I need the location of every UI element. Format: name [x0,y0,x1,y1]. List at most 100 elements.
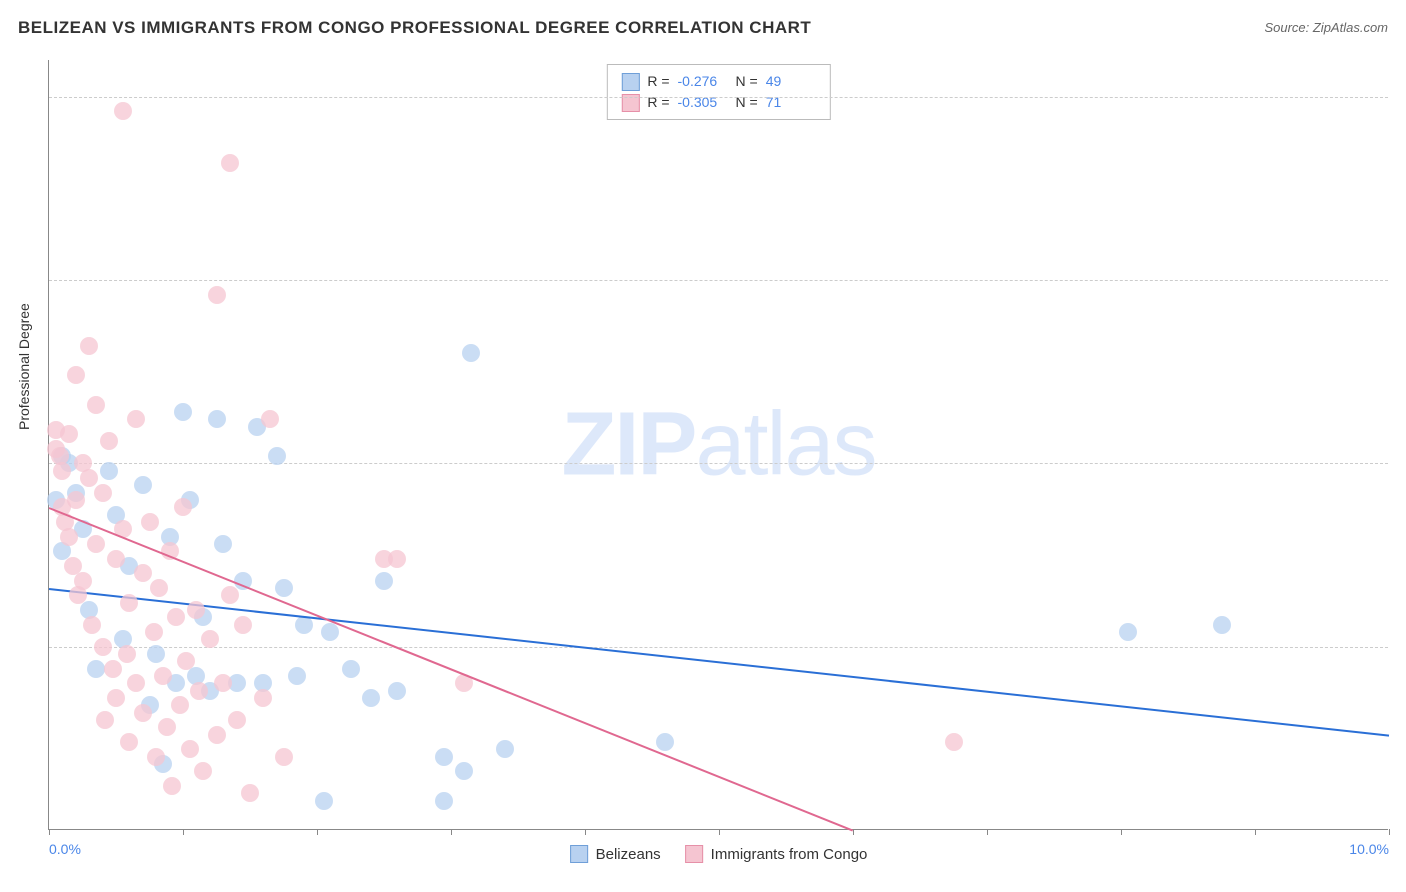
data-point-series-0 [174,403,192,421]
data-point-series-1 [208,286,226,304]
data-point-series-1 [167,608,185,626]
data-point-series-1 [147,748,165,766]
data-point-series-0 [288,667,306,685]
data-point-series-1 [87,396,105,414]
r-value-0: -0.276 [678,71,728,92]
data-point-series-0 [321,623,339,641]
data-point-series-1 [221,154,239,172]
plot-area: ZIPatlas R = -0.276 N = 49 R = -0.305 N … [48,60,1388,830]
legend-item-1: Immigrants from Congo [685,845,868,863]
x-tick [1255,829,1256,835]
data-point-series-1 [150,579,168,597]
n-label-1: N = [736,92,758,113]
swatch-series-0 [621,73,639,91]
x-tick [987,829,988,835]
data-point-series-0 [455,762,473,780]
data-point-series-0 [87,660,105,678]
x-tick [719,829,720,835]
data-point-series-1 [145,623,163,641]
x-tick [451,829,452,835]
grid-line [49,280,1388,281]
data-point-series-0 [1213,616,1231,634]
data-point-series-1 [163,777,181,795]
data-point-series-1 [96,711,114,729]
data-point-series-1 [154,667,172,685]
data-point-series-1 [201,630,219,648]
x-tick [1389,829,1390,835]
data-point-series-0 [315,792,333,810]
x-tick [585,829,586,835]
data-point-series-0 [268,447,286,465]
data-point-series-1 [254,689,272,707]
x-tick [1121,829,1122,835]
r-value-1: -0.305 [678,92,728,113]
y-tick-label: 2.5% [1393,639,1406,655]
data-point-series-0 [375,572,393,590]
data-point-series-1 [80,337,98,355]
data-point-series-0 [656,733,674,751]
data-point-series-1 [228,711,246,729]
data-point-series-1 [67,491,85,509]
x-tick-label: 10.0% [1349,841,1389,857]
data-point-series-1 [67,366,85,384]
stats-legend-row-1: R = -0.305 N = 71 [621,92,815,113]
data-point-series-0 [342,660,360,678]
data-point-series-1 [134,704,152,722]
data-point-series-1 [261,410,279,428]
data-point-series-0 [362,689,380,707]
data-point-series-0 [435,748,453,766]
data-point-series-0 [147,645,165,663]
data-point-series-1 [114,102,132,120]
data-point-series-1 [94,484,112,502]
y-axis-label: Professional Degree [16,303,32,430]
data-point-series-0 [208,410,226,428]
data-point-series-1 [87,535,105,553]
data-point-series-1 [171,696,189,714]
data-point-series-0 [275,579,293,597]
data-point-series-0 [214,535,232,553]
data-point-series-1 [100,432,118,450]
data-point-series-1 [214,674,232,692]
n-value-1: 71 [766,92,816,113]
data-point-series-1 [275,748,293,766]
data-point-series-1 [177,652,195,670]
watermark-atlas: atlas [695,394,875,494]
legend-item-0: Belizeans [570,845,661,863]
legend-label-0: Belizeans [596,846,661,863]
grid-line [49,463,1388,464]
data-point-series-1 [120,594,138,612]
watermark-zip: ZIP [561,394,695,494]
stats-legend-row-0: R = -0.276 N = 49 [621,71,815,92]
data-point-series-1 [181,740,199,758]
data-point-series-1 [83,616,101,634]
data-point-series-1 [80,469,98,487]
data-point-series-1 [194,762,212,780]
data-point-series-1 [221,586,239,604]
legend-swatch-0 [570,845,588,863]
data-point-series-1 [104,660,122,678]
data-point-series-1 [53,462,71,480]
source-attribution: Source: ZipAtlas.com [1264,20,1388,35]
bottom-legend: Belizeans Immigrants from Congo [570,845,868,863]
data-point-series-1 [94,638,112,656]
chart-title: BELIZEAN VS IMMIGRANTS FROM CONGO PROFES… [18,18,811,38]
data-point-series-1 [945,733,963,751]
legend-label-1: Immigrants from Congo [711,846,868,863]
x-tick-label: 0.0% [49,841,81,857]
data-point-series-0 [1119,623,1137,641]
data-point-series-1 [60,425,78,443]
data-point-series-0 [462,344,480,362]
data-point-series-1 [127,674,145,692]
x-tick [183,829,184,835]
trend-line-series-0 [49,588,1389,737]
data-point-series-1 [107,550,125,568]
watermark: ZIPatlas [561,393,875,496]
n-value-0: 49 [766,71,816,92]
data-point-series-1 [388,550,406,568]
data-point-series-1 [241,784,259,802]
data-point-series-1 [158,718,176,736]
data-point-series-1 [118,645,136,663]
grid-line [49,97,1388,98]
data-point-series-0 [388,682,406,700]
data-point-series-1 [234,616,252,634]
